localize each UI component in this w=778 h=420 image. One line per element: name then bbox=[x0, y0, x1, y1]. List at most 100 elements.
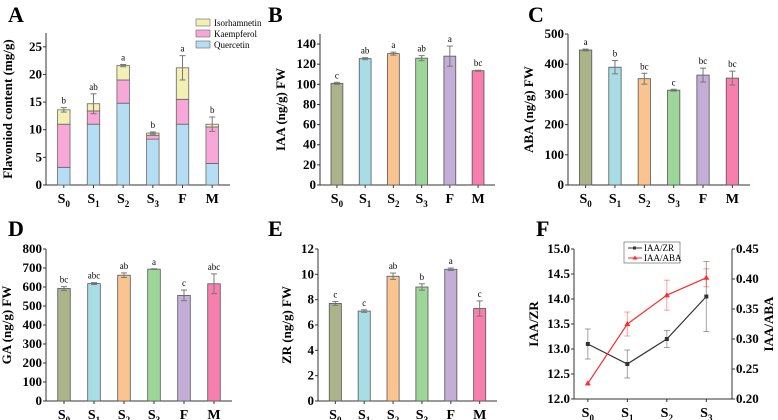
y2-tick-label: 0.40 bbox=[736, 271, 759, 286]
y-tick-label: 14.0 bbox=[547, 291, 570, 306]
y-tick-label: 0 bbox=[558, 177, 565, 192]
significance-letter: a bbox=[448, 34, 452, 44]
x-tick-label: S0 bbox=[329, 408, 342, 420]
bar bbox=[147, 268, 161, 402]
x-tick-label: S2 bbox=[661, 406, 674, 420]
panel-label: C bbox=[528, 2, 544, 27]
y-tick-label: 60 bbox=[303, 117, 316, 132]
significance-letter: ab bbox=[389, 261, 398, 271]
y-tick-label: 2 bbox=[308, 368, 315, 383]
series-line bbox=[587, 277, 707, 384]
x-tick-label: S1 bbox=[359, 192, 372, 209]
bar-segment-quercetin bbox=[86, 123, 101, 186]
significance-letter: a bbox=[181, 44, 185, 54]
significance-letter: c bbox=[182, 278, 186, 288]
x-tick-label: S0 bbox=[331, 192, 344, 209]
x-tick-label: S3 bbox=[416, 408, 429, 420]
y-tick-label: 10 bbox=[301, 266, 314, 281]
y-tick-label: 20 bbox=[303, 157, 316, 172]
x-tick-label: S2 bbox=[387, 408, 400, 420]
y-axis-label: ABA (ng/g) FW bbox=[521, 66, 536, 153]
bar-segment-quercetin bbox=[146, 138, 160, 186]
y-tick-label: 100 bbox=[545, 147, 565, 162]
x-tick-label: S3 bbox=[700, 406, 713, 420]
significance-letter: a bbox=[391, 40, 395, 50]
bar bbox=[443, 55, 457, 186]
y2-tick-label: 0.45 bbox=[736, 241, 759, 256]
y-tick-label: 14.5 bbox=[547, 266, 570, 281]
x-tick-label: S1 bbox=[609, 192, 622, 209]
x-tick-label: S1 bbox=[88, 408, 101, 420]
significance-letter: b bbox=[420, 272, 425, 282]
x-tick-label: S1 bbox=[358, 408, 371, 420]
significance-letter: a bbox=[121, 53, 125, 63]
x-tick-label: F bbox=[178, 192, 187, 207]
legend-marker bbox=[633, 246, 636, 250]
bar bbox=[696, 74, 710, 186]
y-axis-label: GA (ng/g) FW bbox=[0, 286, 14, 365]
significance-letter: a bbox=[584, 37, 588, 47]
x-tick-label: S3 bbox=[415, 192, 428, 209]
y2-axis-label: IAA/ABA bbox=[761, 296, 776, 352]
data-point bbox=[663, 292, 670, 298]
y-tick-label: 20 bbox=[29, 66, 42, 81]
y-tick-label: 140 bbox=[297, 36, 317, 51]
y-tick-label: 15 bbox=[29, 94, 43, 109]
significance-letter: bc bbox=[699, 56, 708, 66]
significance-letter: ab bbox=[361, 46, 370, 56]
y-tick-label: 300 bbox=[23, 336, 43, 351]
bar bbox=[207, 283, 221, 402]
bar bbox=[471, 70, 485, 186]
significance-letter: c bbox=[333, 290, 337, 300]
y-tick-label: 800 bbox=[23, 241, 43, 256]
panel-label: E bbox=[268, 216, 283, 241]
significance-letter: c bbox=[335, 70, 339, 80]
panel-label: B bbox=[268, 2, 283, 27]
x-tick-label: S0 bbox=[58, 408, 71, 420]
bar-segment-kaempferol bbox=[57, 123, 71, 168]
y-tick-label: 120 bbox=[297, 56, 317, 71]
y-tick-label: 500 bbox=[545, 26, 565, 41]
x-tick-label: M bbox=[473, 408, 486, 420]
significance-letter: abc bbox=[88, 271, 101, 281]
significance-letter: c bbox=[672, 77, 676, 87]
panel-d: D 0 100 200 300 400 500 600 700 800 GA (ng/g) FW S0… bbox=[0, 216, 232, 420]
bar bbox=[117, 274, 131, 402]
panel-label: F bbox=[536, 216, 549, 241]
significance-letter: ab bbox=[120, 261, 129, 271]
x-tick-label: M bbox=[206, 192, 219, 207]
y-tick-label: 0 bbox=[310, 177, 317, 192]
y-tick-label: 15.0 bbox=[547, 241, 570, 256]
x-tick-label: F bbox=[699, 192, 708, 207]
x-tick-label: S0 bbox=[579, 192, 592, 209]
y-tick-label: 0 bbox=[308, 393, 315, 408]
x-tick-label: S3 bbox=[668, 192, 681, 209]
significance-letter: ab bbox=[417, 44, 426, 54]
bar bbox=[725, 77, 739, 186]
bar-segment-kaempferol bbox=[116, 79, 130, 104]
panel-label: A bbox=[8, 2, 24, 27]
bar bbox=[357, 310, 371, 402]
panel-e: E 0 2 4 6 8 10 12 ZR (ng/g) FW S0 c S1 c S2 ab S3 b Fa Mc bbox=[268, 216, 497, 420]
bar bbox=[667, 89, 681, 186]
y2-tick-label: 0.30 bbox=[736, 331, 759, 346]
bar bbox=[579, 49, 593, 186]
y-tick-label: 12.5 bbox=[547, 366, 570, 381]
y-tick-label: 13.5 bbox=[547, 316, 570, 331]
y-tick-label: 600 bbox=[23, 279, 43, 294]
bar-segment-quercetin bbox=[116, 102, 130, 186]
series-line bbox=[587, 296, 707, 365]
data-point bbox=[585, 342, 590, 346]
bar bbox=[330, 82, 344, 186]
data-point bbox=[624, 321, 631, 326]
y-tick-label: 400 bbox=[545, 56, 565, 71]
y-axis-label: Flavoniod content (mg/g) bbox=[0, 39, 15, 178]
legend-label: Kaempferol bbox=[214, 29, 257, 39]
bar bbox=[386, 275, 400, 402]
legend-swatch bbox=[195, 18, 211, 27]
x-tick-label: S0 bbox=[582, 406, 595, 420]
x-tick-label: F bbox=[447, 408, 456, 420]
bar bbox=[358, 58, 372, 186]
data-point bbox=[584, 380, 591, 386]
